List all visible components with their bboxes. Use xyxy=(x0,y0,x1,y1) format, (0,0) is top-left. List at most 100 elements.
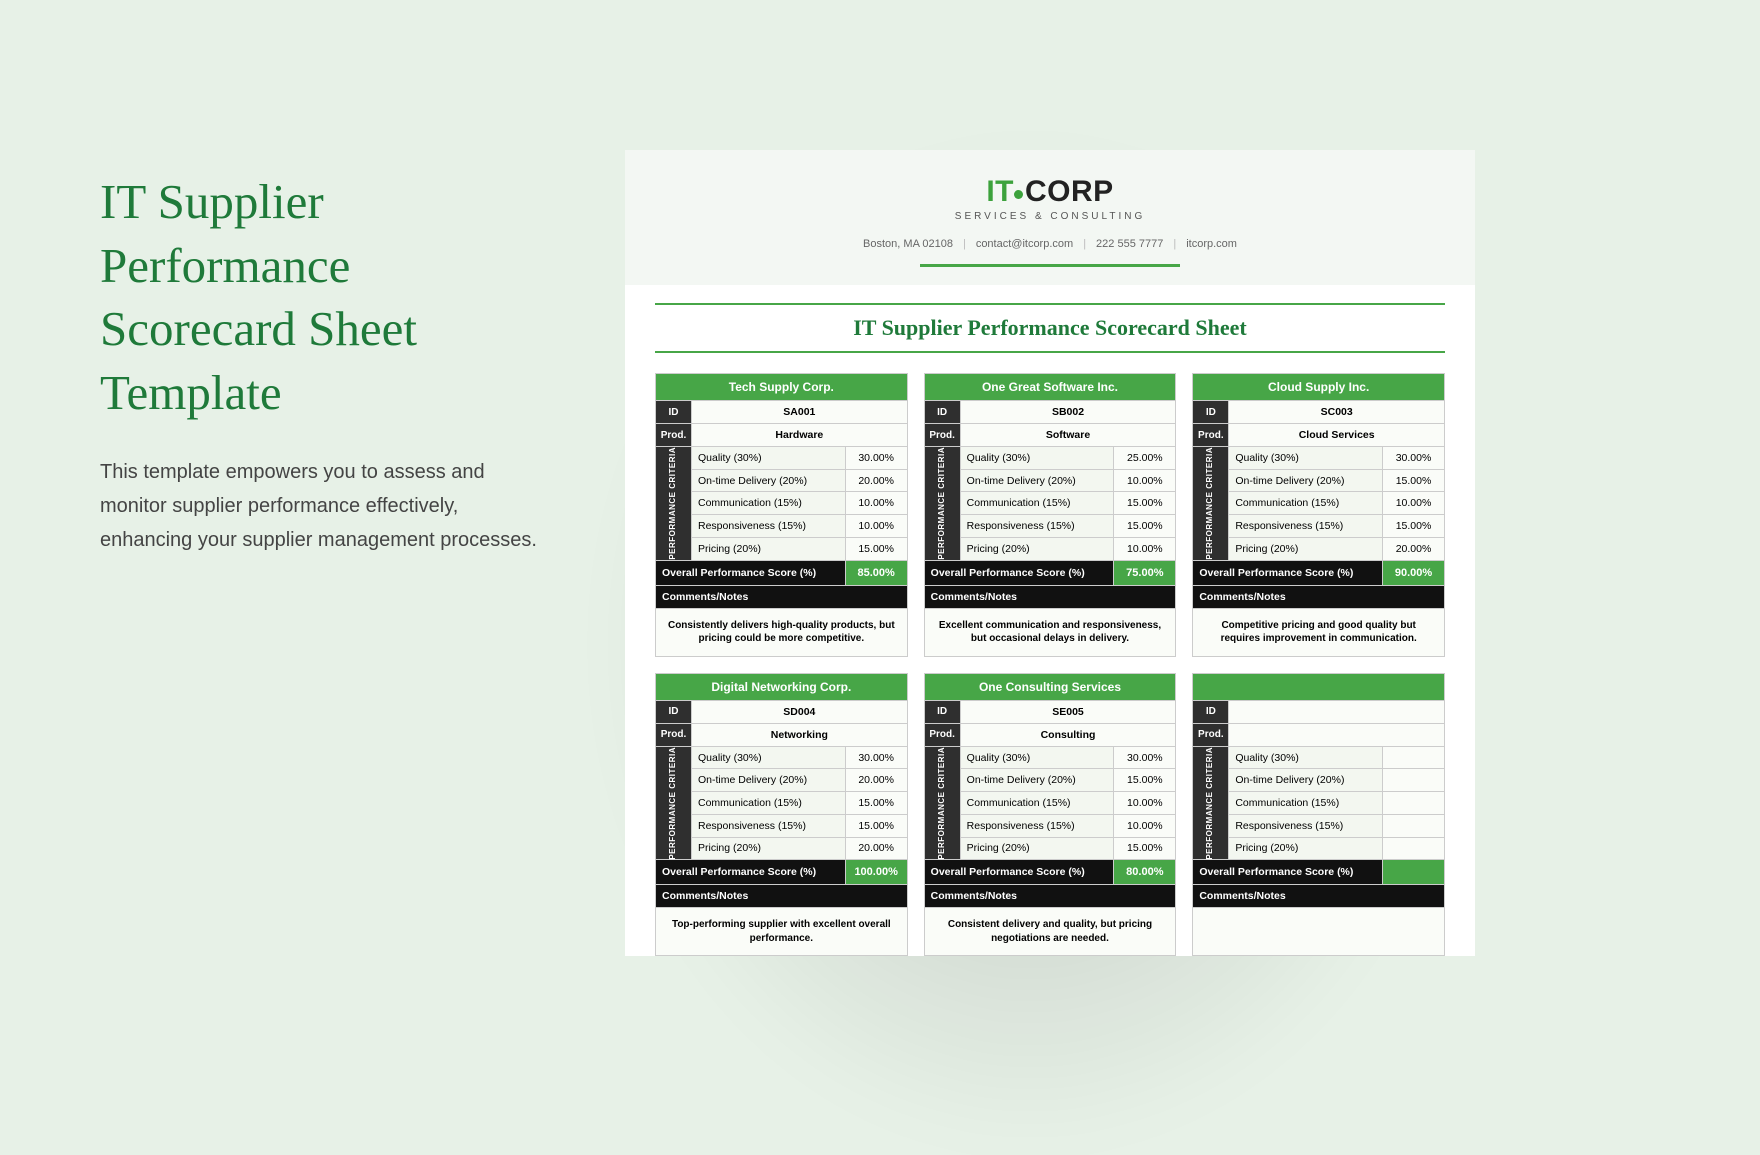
criteria-score: 10.00% xyxy=(845,492,907,515)
supplier-id: SE005 xyxy=(960,700,1176,723)
separator: | xyxy=(1173,238,1176,250)
logo-dot-icon xyxy=(1014,190,1023,199)
overall-score: 75.00% xyxy=(1114,560,1176,585)
criteria-name: Pricing (20%) xyxy=(1229,837,1383,860)
criteria-score: 25.00% xyxy=(1114,447,1176,470)
comments-text xyxy=(1193,908,1445,956)
overall-score: 100.00% xyxy=(845,860,907,885)
prod-label: Prod. xyxy=(656,424,692,447)
criteria-score: 15.00% xyxy=(845,537,907,560)
overall-label: Overall Performance Score (%) xyxy=(1193,560,1383,585)
criteria-name: Communication (15%) xyxy=(1229,492,1383,515)
logo-left: IT xyxy=(986,175,1014,208)
criteria-score: 10.00% xyxy=(1383,492,1445,515)
promo-title: IT Supplier Performance Scorecard Sheet … xyxy=(100,170,550,425)
id-label: ID xyxy=(1193,401,1229,424)
criteria-score xyxy=(1383,746,1445,769)
criteria-name: Quality (30%) xyxy=(960,746,1114,769)
criteria-name: Responsiveness (15%) xyxy=(960,515,1114,538)
criteria-name: On-time Delivery (20%) xyxy=(692,469,846,492)
comments-text: Consistent delivery and quality, but pri… xyxy=(924,908,1176,956)
criteria-score: 20.00% xyxy=(1383,537,1445,560)
comments-label: Comments/Notes xyxy=(656,585,908,608)
separator: | xyxy=(1083,238,1086,250)
criteria-name: On-time Delivery (20%) xyxy=(1229,769,1383,792)
overall-label: Overall Performance Score (%) xyxy=(656,560,846,585)
criteria-side-label: PERFORMANCE CRITERIA xyxy=(924,746,960,860)
criteria-name: Responsiveness (15%) xyxy=(960,814,1114,837)
supplier-id: SB002 xyxy=(960,401,1176,424)
supplier-name xyxy=(1193,673,1445,700)
supplier-product: Hardware xyxy=(692,424,908,447)
comments-label: Comments/Notes xyxy=(656,885,908,908)
criteria-score: 20.00% xyxy=(845,769,907,792)
supplier-name: One Consulting Services xyxy=(924,673,1176,700)
criteria-score: 20.00% xyxy=(845,469,907,492)
criteria-name: Quality (30%) xyxy=(1229,447,1383,470)
logo: IT CORP xyxy=(655,175,1445,209)
logo-right: CORP xyxy=(1025,175,1114,208)
criteria-score: 20.00% xyxy=(845,837,907,860)
criteria-name: Communication (15%) xyxy=(1229,792,1383,815)
criteria-score: 15.00% xyxy=(1114,515,1176,538)
scorecard: ID Prod. PERFORMANCE CRITERIAQuality (30… xyxy=(1192,673,1445,957)
contact-line: Boston, MA 02108|contact@itcorp.com|222 … xyxy=(655,238,1445,250)
supplier-product: Software xyxy=(960,424,1176,447)
id-label: ID xyxy=(656,401,692,424)
criteria-name: Communication (15%) xyxy=(960,492,1114,515)
supplier-id: SD004 xyxy=(692,700,908,723)
criteria-side-label: PERFORMANCE CRITERIA xyxy=(924,447,960,561)
prod-label: Prod. xyxy=(924,723,960,746)
overall-label: Overall Performance Score (%) xyxy=(924,560,1114,585)
criteria-name: Pricing (20%) xyxy=(960,837,1114,860)
scorecard: Cloud Supply Inc. IDSC003 Prod.Cloud Ser… xyxy=(1192,373,1445,657)
scorecard: One Great Software Inc. IDSB002 Prod.Sof… xyxy=(924,373,1177,657)
contact-address: Boston, MA 02108 xyxy=(863,238,953,250)
criteria-name: Quality (30%) xyxy=(692,447,846,470)
criteria-name: On-time Delivery (20%) xyxy=(692,769,846,792)
criteria-score: 15.00% xyxy=(1383,469,1445,492)
criteria-score: 10.00% xyxy=(1114,537,1176,560)
criteria-score: 10.00% xyxy=(1114,814,1176,837)
criteria-score: 30.00% xyxy=(845,746,907,769)
supplier-id: SA001 xyxy=(692,401,908,424)
prod-label: Prod. xyxy=(924,424,960,447)
separator: | xyxy=(963,238,966,250)
criteria-name: On-time Delivery (20%) xyxy=(960,469,1114,492)
doc-header: ITCORP SERVICES & CONSULTING Boston, MA … xyxy=(625,150,1475,285)
criteria-side-label: PERFORMANCE CRITERIA xyxy=(1193,447,1229,561)
comments-text: Top-performing supplier with excellent o… xyxy=(656,908,908,956)
doc-title: IT Supplier Performance Scorecard Sheet xyxy=(655,315,1445,341)
criteria-side-label: PERFORMANCE CRITERIA xyxy=(656,447,692,561)
criteria-score: 10.00% xyxy=(1114,792,1176,815)
overall-score: 85.00% xyxy=(845,560,907,585)
id-label: ID xyxy=(924,401,960,424)
scorecard: Digital Networking Corp. IDSD004 Prod.Ne… xyxy=(655,673,908,957)
criteria-score: 15.00% xyxy=(845,792,907,815)
criteria-name: Quality (30%) xyxy=(1229,746,1383,769)
scorecard: Tech Supply Corp. IDSA001 Prod.Hardware … xyxy=(655,373,908,657)
comments-label: Comments/Notes xyxy=(924,585,1176,608)
supplier-name: Cloud Supply Inc. xyxy=(1193,374,1445,401)
criteria-score: 30.00% xyxy=(1383,447,1445,470)
criteria-name: Quality (30%) xyxy=(960,447,1114,470)
criteria-side-label: PERFORMANCE CRITERIA xyxy=(1193,746,1229,860)
promo-panel: IT Supplier Performance Scorecard Sheet … xyxy=(100,170,550,557)
criteria-name: On-time Delivery (20%) xyxy=(1229,469,1383,492)
criteria-score: 30.00% xyxy=(845,447,907,470)
supplier-name: Digital Networking Corp. xyxy=(656,673,908,700)
criteria-score: 10.00% xyxy=(1114,469,1176,492)
criteria-score xyxy=(1383,792,1445,815)
criteria-name: Responsiveness (15%) xyxy=(1229,515,1383,538)
criteria-score: 15.00% xyxy=(1114,769,1176,792)
criteria-name: Communication (15%) xyxy=(692,792,846,815)
scorecard-grid: Tech Supply Corp. IDSA001 Prod.Hardware … xyxy=(655,373,1445,956)
criteria-name: Pricing (20%) xyxy=(1229,537,1383,560)
criteria-name: Responsiveness (15%) xyxy=(692,814,846,837)
criteria-side-label: PERFORMANCE CRITERIA xyxy=(656,746,692,860)
overall-score xyxy=(1383,860,1445,885)
id-label: ID xyxy=(1193,700,1229,723)
prod-label: Prod. xyxy=(656,723,692,746)
overall-label: Overall Performance Score (%) xyxy=(1193,860,1383,885)
criteria-name: Quality (30%) xyxy=(692,746,846,769)
